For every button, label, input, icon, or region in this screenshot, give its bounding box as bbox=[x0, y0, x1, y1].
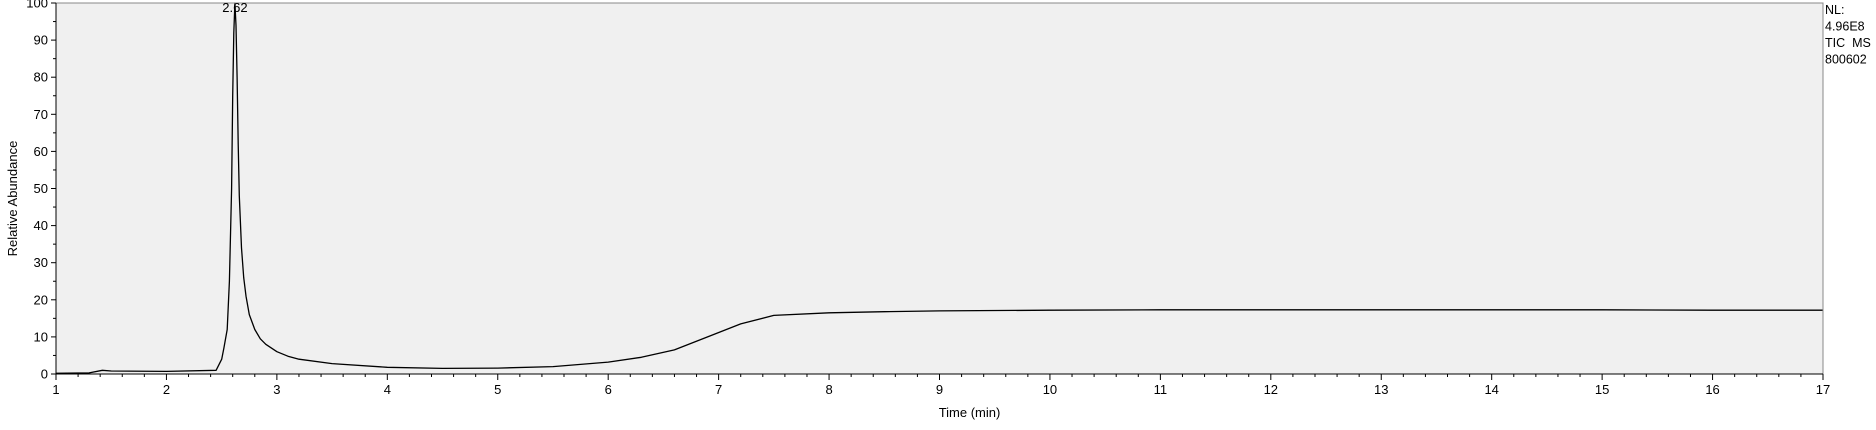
y-tick-label: 60 bbox=[34, 144, 48, 159]
y-tick-label: 90 bbox=[34, 33, 48, 48]
x-tick-label: 6 bbox=[605, 382, 612, 397]
x-tick-label: 17 bbox=[1816, 382, 1830, 397]
x-tick-label: 5 bbox=[494, 382, 501, 397]
y-tick-label: 70 bbox=[34, 107, 48, 122]
y-tick-label: 30 bbox=[34, 255, 48, 270]
x-tick-label: 8 bbox=[825, 382, 832, 397]
y-tick-label: 10 bbox=[34, 329, 48, 344]
x-tick-label: 2 bbox=[163, 382, 170, 397]
x-tick-label: 1 bbox=[52, 382, 59, 397]
x-tick-label: 3 bbox=[273, 382, 280, 397]
y-tick-label: 20 bbox=[34, 292, 48, 307]
y-tick-label: 100 bbox=[26, 0, 48, 11]
info-line: 4.96E8 bbox=[1825, 20, 1865, 34]
x-tick-label: 7 bbox=[715, 382, 722, 397]
y-tick-label: 50 bbox=[34, 181, 48, 196]
x-tick-label: 16 bbox=[1705, 382, 1719, 397]
x-tick-label: 10 bbox=[1043, 382, 1057, 397]
plot-area bbox=[56, 3, 1823, 374]
x-tick-label: 4 bbox=[384, 382, 391, 397]
x-tick-label: 12 bbox=[1264, 382, 1278, 397]
info-line: 800602 bbox=[1825, 53, 1867, 67]
x-axis-title: Time (min) bbox=[939, 405, 1001, 420]
y-axis-title: Relative Abundance bbox=[5, 141, 20, 257]
peak-label: 2.62 bbox=[222, 0, 247, 15]
chromatogram-trace bbox=[55, 2, 1823, 374]
x-tick-label: 13 bbox=[1374, 382, 1388, 397]
y-tick-label: 0 bbox=[41, 367, 48, 382]
x-tick-label: 9 bbox=[936, 382, 943, 397]
info-line: NL: bbox=[1825, 3, 1844, 17]
x-tick-label: 14 bbox=[1484, 382, 1498, 397]
y-tick-label: 40 bbox=[34, 218, 48, 233]
x-tick-label: 15 bbox=[1595, 382, 1609, 397]
info-line: TIC MS bbox=[1825, 36, 1871, 50]
y-tick-label: 80 bbox=[34, 70, 48, 85]
x-tick-label: 11 bbox=[1154, 382, 1168, 397]
